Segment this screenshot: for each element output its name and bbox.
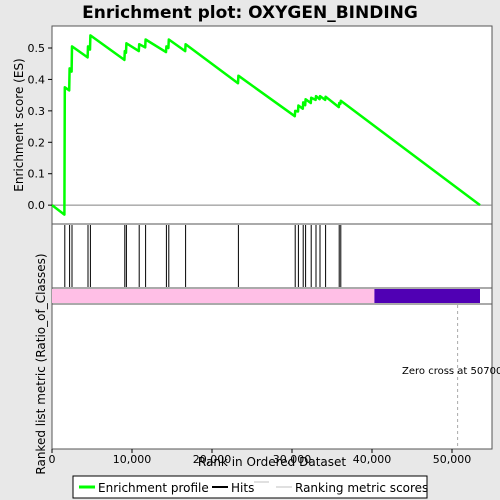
metric-bar-negative: [374, 289, 480, 303]
x-tick-label-0: 0: [49, 453, 56, 466]
legend-box: [72, 475, 428, 499]
legend-label-enrichment: Enrichment profile: [98, 481, 209, 495]
y-tick-label-5: 0.5: [28, 42, 46, 55]
enrichment-profile-line: [51, 34, 481, 216]
y-tick-label-0: 0.0: [28, 199, 46, 212]
chart-title: Enrichment plot: OXYGEN_BINDING: [82, 3, 418, 23]
y-tick-label-2: 0.2: [28, 136, 46, 149]
y-tick-label-3: 0.3: [28, 105, 46, 118]
y-tick-label-1: 0.1: [28, 168, 46, 181]
x-axis-label: Rank in Ordered Dataset: [198, 455, 346, 469]
y-axis-label-es: Enrichment score (ES): [12, 58, 26, 191]
legend: Enrichment profile Hits Ranking metric s…: [72, 475, 428, 499]
legend-label-hits: Hits: [231, 481, 254, 495]
x-tick-label-5: 50,000: [433, 453, 472, 466]
hits-panel: [51, 223, 493, 289]
ranked-list-panel: [51, 303, 493, 450]
legend-label-metric: Ranking metric scores: [295, 481, 428, 495]
x-tick-label-3: 30,000: [273, 453, 312, 466]
x-tick-label-4: 40,000: [353, 453, 392, 466]
y-tick-label-4: 0.4: [28, 73, 46, 86]
x-tick-label-1: 10,000: [113, 453, 152, 466]
x-tick-label-2: 20,000: [193, 453, 232, 466]
zero-cross-annotation: Zero cross at 50700: [402, 366, 500, 377]
y-axis-label-metric: Ranked list metric (Ratio_of_Classes): [34, 253, 48, 474]
metric-bar-positive: [52, 289, 375, 303]
